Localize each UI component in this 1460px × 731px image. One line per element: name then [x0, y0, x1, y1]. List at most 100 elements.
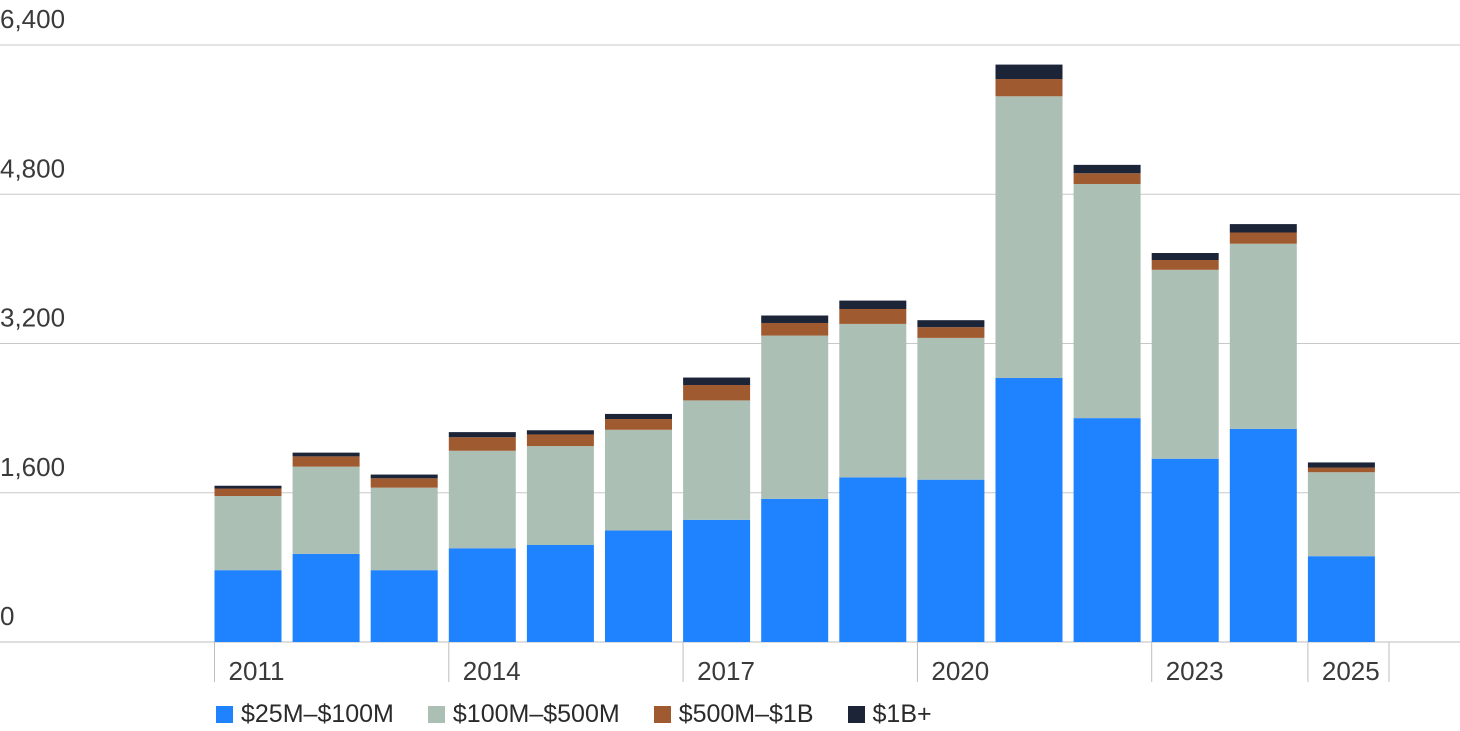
bar-2011-series-2: [214, 488, 282, 497]
bar-stack-2025: [1307, 462, 1375, 642]
bar-stack-2023: [1151, 253, 1219, 642]
bar-2016-series-3: [605, 413, 672, 420]
bar-2022-series-3: [1073, 164, 1141, 174]
legend: $25M–$100M $100M–$500M $500M–$1B $1B+: [216, 697, 932, 731]
bar-stack-2012: [292, 452, 360, 642]
y-tick-label-0: 0: [0, 601, 14, 631]
bar-2011-series-0: [214, 570, 282, 642]
bar-2015-series-1: [526, 446, 594, 545]
bar-stack-2019: [839, 300, 907, 642]
legend-label-100m-500m: $100M–$500M: [452, 699, 620, 728]
bar-stack-2022: [1073, 164, 1141, 642]
bar-stack-2020: [917, 320, 985, 642]
bar-stack-2011: [214, 485, 282, 642]
bar-2022-series-1: [1073, 183, 1141, 419]
x-tick-label-2025: 2025: [1322, 656, 1380, 686]
bar-2012-series-0: [292, 553, 360, 642]
bar-2019-series-3: [839, 300, 907, 309]
legend-label-500m-1b: $500M–$1B: [678, 699, 814, 728]
bar-2013-series-2: [370, 478, 438, 488]
bar-2012-series-3: [292, 452, 360, 457]
bar-2021-series-1: [995, 96, 1063, 379]
legend-swatch-25m-100m: [216, 705, 233, 723]
bar-stack-2018: [761, 315, 829, 642]
bar-2013-series-1: [370, 487, 438, 571]
bar-2019-series-2: [839, 308, 907, 324]
bars: [214, 64, 1375, 642]
legend-swatch-1b-plus: [847, 705, 865, 723]
legend-label-25m-100m: $25M–$100M: [241, 699, 394, 728]
y-tick-label-4800: 4,800: [0, 153, 65, 183]
bar-2017-series-3: [683, 377, 751, 386]
bar-2018-series-2: [761, 322, 829, 336]
y-tick-label-6400: 6,400: [0, 4, 65, 34]
legend-item-100m-500m: $100M–$500M: [427, 699, 620, 729]
y-tick-label-3200: 3,200: [0, 303, 65, 333]
bar-2019-series-1: [839, 323, 907, 478]
bar-2024-series-0: [1229, 428, 1297, 642]
x-tick-label-2017: 2017: [697, 656, 755, 686]
bar-2019-series-0: [839, 477, 907, 642]
legend-label-1b-plus: $1B+: [872, 699, 932, 728]
bar-2024-series-1: [1229, 243, 1297, 429]
legend-item-25m-100m: $25M–$100M: [216, 700, 394, 729]
bar-stack-2015: [526, 430, 594, 642]
bar-2023-series-1: [1151, 269, 1219, 459]
bar-2021-series-3: [995, 64, 1063, 80]
bar-2011-series-3: [214, 485, 282, 489]
x-axis: 2011 2014 2017 2020 2023 2025: [214, 642, 1390, 686]
bar-2020-series-0: [917, 479, 985, 642]
bar-2024-series-3: [1229, 224, 1297, 233]
x-tick-label-2020: 2020: [931, 656, 989, 686]
bar-stack-2021: [995, 64, 1063, 642]
bar-stack-2024: [1229, 224, 1297, 642]
bar-2014-series-1: [448, 450, 516, 549]
bar-2017-series-1: [683, 400, 751, 520]
bar-stack-2017: [683, 377, 751, 642]
bar-2015-series-0: [526, 544, 594, 642]
legend-item-1b-plus: $1B+: [847, 699, 932, 729]
bar-2023-series-0: [1151, 458, 1219, 642]
y-axis-labels: 0 1,600 3,200 4,800 6,400: [0, 4, 65, 631]
bar-2012-series-2: [292, 456, 360, 467]
bar-2020-series-2: [917, 327, 985, 338]
bar-2018-series-1: [761, 335, 829, 499]
bar-2018-series-3: [761, 315, 829, 323]
y-tick-label-1600: 1,600: [0, 452, 65, 482]
bar-2021-series-2: [995, 79, 1063, 97]
bar-2023-series-3: [1151, 253, 1219, 261]
bar-2011-series-1: [214, 496, 282, 571]
bar-2020-series-1: [917, 337, 985, 480]
bar-2025-series-3: [1307, 462, 1375, 468]
bar-2015-series-2: [526, 434, 594, 447]
bar-2016-series-1: [605, 429, 672, 531]
bar-2014-series-2: [448, 437, 516, 451]
bar-2015-series-3: [526, 430, 594, 435]
bar-2022-series-2: [1073, 173, 1141, 184]
x-tick-label-2023: 2023: [1166, 656, 1224, 686]
bar-stack-2013: [370, 474, 438, 642]
bar-2018-series-0: [761, 498, 829, 642]
legend-swatch-100m-500m: [427, 705, 445, 723]
bar-2013-series-0: [370, 570, 438, 642]
legend-swatch-500m-1b: [653, 705, 671, 723]
legend-item-500m-1b: $500M–$1B: [653, 699, 814, 729]
x-tick-label-2011: 2011: [229, 656, 285, 686]
bar-2022-series-0: [1073, 418, 1141, 642]
bar-2020-series-3: [917, 320, 985, 328]
bar-2017-series-0: [683, 519, 751, 642]
bar-2016-series-0: [605, 530, 672, 642]
bar-2021-series-0: [995, 378, 1063, 642]
bar-stack-2016: [605, 413, 672, 642]
bar-2025-series-1: [1307, 472, 1375, 557]
x-tick-label-2014: 2014: [463, 656, 521, 686]
bar-2012-series-1: [292, 466, 360, 554]
bar-stack-2014: [448, 432, 516, 642]
bar-2025-series-2: [1307, 467, 1375, 473]
bar-2014-series-0: [448, 548, 516, 642]
bar-2025-series-0: [1307, 556, 1375, 642]
bar-2013-series-3: [370, 474, 438, 479]
bar-2024-series-2: [1229, 232, 1297, 244]
bar-2017-series-2: [683, 385, 751, 401]
